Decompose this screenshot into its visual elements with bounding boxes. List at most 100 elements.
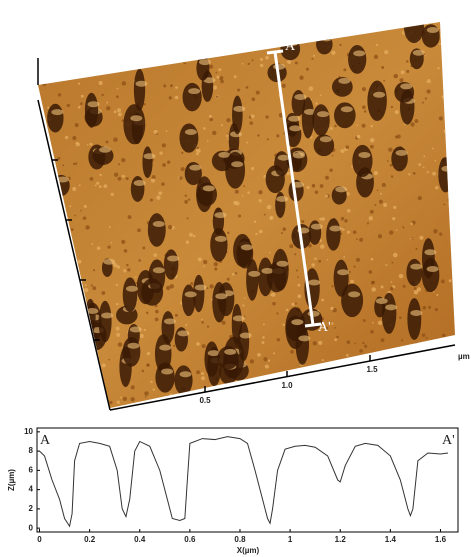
grain xyxy=(115,302,119,306)
grain xyxy=(301,22,305,24)
grain xyxy=(336,335,339,339)
grain xyxy=(359,397,364,402)
grain xyxy=(69,389,74,393)
grain xyxy=(115,95,119,99)
grain xyxy=(455,315,459,319)
grain xyxy=(265,55,270,60)
grain xyxy=(385,264,388,267)
pit-rim xyxy=(319,136,332,143)
grain xyxy=(236,34,239,37)
grain xyxy=(218,68,222,72)
pit-rim xyxy=(161,368,174,375)
pit xyxy=(406,258,423,287)
grain xyxy=(305,67,309,71)
grain xyxy=(42,193,48,199)
grain xyxy=(377,320,383,325)
grain xyxy=(399,78,404,83)
pit xyxy=(47,103,64,133)
grain xyxy=(373,171,378,176)
grain xyxy=(259,63,264,68)
grain xyxy=(289,244,294,249)
grain xyxy=(278,42,282,46)
grain xyxy=(143,328,146,332)
grain xyxy=(408,173,411,176)
grain xyxy=(182,45,186,48)
grain xyxy=(115,58,120,64)
grain xyxy=(319,184,324,188)
grain xyxy=(324,194,329,198)
grain xyxy=(388,230,394,235)
grain xyxy=(80,209,82,212)
pit-rim xyxy=(207,350,220,357)
grain xyxy=(451,147,454,151)
grain xyxy=(259,390,264,395)
grain xyxy=(75,142,80,147)
grain xyxy=(371,321,374,324)
grain xyxy=(355,238,358,241)
grain xyxy=(294,302,297,305)
grain xyxy=(88,359,92,362)
grain xyxy=(163,43,167,46)
grain xyxy=(78,60,81,63)
grain xyxy=(130,385,135,390)
grain xyxy=(359,237,364,242)
grain xyxy=(255,232,258,236)
grain xyxy=(313,54,316,57)
grain xyxy=(448,205,452,208)
grain xyxy=(265,115,269,119)
grain xyxy=(116,400,121,405)
grain xyxy=(35,238,37,240)
pit xyxy=(232,95,243,135)
grain xyxy=(276,134,280,138)
grain xyxy=(45,279,50,285)
grain xyxy=(383,400,386,403)
grain xyxy=(50,327,54,330)
grain xyxy=(156,195,161,200)
grain xyxy=(153,129,158,135)
grain xyxy=(140,25,145,29)
grain xyxy=(55,38,61,43)
pit-rim xyxy=(159,344,172,351)
grain xyxy=(221,407,225,408)
pit-rim xyxy=(152,220,165,227)
grain xyxy=(328,34,332,39)
grain xyxy=(113,172,119,177)
grain xyxy=(353,265,356,268)
grain xyxy=(220,79,224,84)
grain xyxy=(359,349,363,353)
grain xyxy=(439,42,442,46)
grain xyxy=(417,196,422,201)
grain xyxy=(92,269,96,272)
grain xyxy=(255,408,258,411)
pit-rim xyxy=(276,260,289,267)
pit-rim xyxy=(184,291,197,298)
grain xyxy=(289,392,292,395)
grain xyxy=(345,145,350,150)
grain xyxy=(235,33,239,37)
grain xyxy=(158,191,163,196)
grain xyxy=(67,39,72,44)
x-tick-label: 0.4 xyxy=(134,535,146,544)
grain xyxy=(380,338,385,343)
grain xyxy=(276,312,279,315)
surface-unit: µm xyxy=(458,352,470,361)
grain xyxy=(74,214,76,217)
pit xyxy=(348,44,367,74)
grain xyxy=(410,222,413,226)
pit-rim xyxy=(129,326,142,333)
grain xyxy=(117,342,123,347)
grain xyxy=(341,366,346,371)
grain xyxy=(251,59,254,62)
grain xyxy=(435,186,439,190)
grain xyxy=(401,339,404,342)
grain xyxy=(48,240,53,245)
grain xyxy=(98,81,103,86)
grain xyxy=(101,291,106,295)
grain xyxy=(271,292,276,297)
grain xyxy=(164,29,167,31)
grain xyxy=(427,17,431,21)
surface-tick: 1.0 xyxy=(281,381,293,390)
pit-rim xyxy=(56,176,69,183)
grain xyxy=(425,389,428,392)
grain xyxy=(424,54,426,57)
